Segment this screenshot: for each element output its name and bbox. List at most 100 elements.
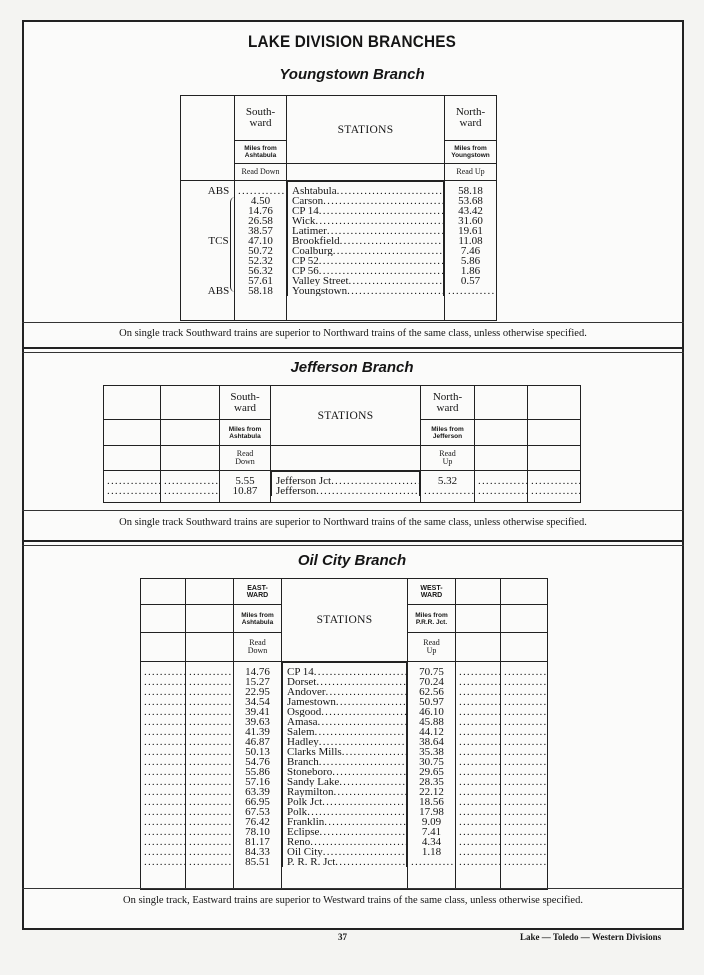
blank-column-leader [185,837,234,847]
dot-leader [321,707,406,717]
tcs-brace [230,197,235,292]
table-row: 38.57 Latimer 19.61 [180,226,497,236]
blank-column-leader [455,817,501,827]
read-down-label: Read Down [233,632,282,662]
westward-header: WEST- WARD [407,578,456,605]
dot-leader [335,857,406,867]
blank-column-leader [140,817,186,827]
blank-header [160,385,220,420]
blank-column-leader [185,827,234,837]
empty-cell [455,867,501,890]
blank-column-leader [500,857,548,867]
station: Stoneboro [282,767,407,777]
miles-down: 57.16 [233,777,282,787]
blank-header [527,385,581,420]
miles-up: 31.60 [444,216,497,226]
table-row: 46.87 Hadley 38.64 [140,737,548,747]
table-row: 41.39 Salem 44.12 [140,727,548,737]
blank-column-leader [185,677,234,687]
blank-column-leader [140,857,186,867]
miles-up: 0.57 [444,276,497,286]
station: Reno [282,837,407,847]
miles-down: 84.33 [233,847,282,857]
blank-column-leader [500,727,548,737]
dot-leader [310,837,406,847]
dot-leader [347,286,443,296]
station: Franklin [282,817,407,827]
blank-column-leader [103,486,161,496]
miles-down: 14.76 [233,661,282,677]
station: Sandy Lake [282,777,407,787]
dot-leader [319,737,406,747]
dot-leader [342,747,406,757]
signal-header [180,95,235,181]
divider [22,352,684,353]
southward-header: South- ward [219,385,271,420]
table-row: 66.95 Polk Jct 18.56 [140,797,548,807]
table-row: 10.87 Jefferson [103,486,581,496]
table-row: 14.76 CP 14 70.75 [140,661,548,677]
station-name: Franklin [287,817,325,827]
blank-column-leader [140,717,186,727]
miles-up: 22.12 [407,787,456,797]
station: Eclipse [282,827,407,837]
dot-leader [333,246,443,256]
station: Dorset [282,677,407,687]
table-row: 39.63 Amasa 45.88 [140,717,548,727]
station: Raymilton [282,787,407,797]
table-row: 22.95 Andover 62.56 [140,687,548,697]
page-number: 37 [338,932,347,942]
table-row: ABS 58.18 Youngstown [180,286,497,296]
empty-cell [270,496,421,503]
station-name: CP 52 [292,256,319,266]
blank-column-leader [185,817,234,827]
table-row: 15.27 Dorset 70.24 [140,677,548,687]
signal-system: TCS [180,236,235,246]
miles-from-header: Miles from Ashtabula [233,604,282,633]
blank-column-leader [185,797,234,807]
miles-from-header: Miles from Jefferson [420,419,475,446]
read-up-label: Read Up [420,445,475,471]
miles-down: 46.87 [233,737,282,747]
blank-column-leader [140,727,186,737]
miles-up: 5.86 [444,256,497,266]
blank-column-leader [500,807,548,817]
divider [22,510,684,511]
miles-down: 81.17 [233,837,282,847]
station-name: Clarks Mills [287,747,342,757]
station-name: P. R. R. Jct [287,857,336,867]
signal-system: ABS [180,180,235,196]
signal-system [180,206,235,216]
station: P. R. R. Jct [282,857,407,867]
station-name: CP 56 [292,266,319,276]
miles-down: 56.32 [234,266,287,276]
blank-column-leader [140,847,186,857]
empty-cell [233,867,282,890]
station: Branch [282,757,407,767]
blank-column-leader [455,787,501,797]
blank-column-leader [185,777,234,787]
dot-leader [315,216,443,226]
miles-up: 62.56 [407,687,456,697]
signal-system [180,266,235,276]
table-row: 5.55 Jefferson Jct 5.32 [103,470,581,486]
blank-column-leader [160,470,220,486]
blank-column-leader [455,727,501,737]
stations-header: STATIONS [270,385,421,446]
blank-column-leader [455,857,501,867]
empty-cell [219,496,271,503]
empty-cell [234,296,287,321]
blank-column-leader [140,807,186,817]
miles-down: 78.10 [233,827,282,837]
empty-cell [444,296,497,321]
dot-leader [307,807,406,817]
blank-column-leader [474,470,528,486]
miles-down: 38.57 [234,226,287,236]
table-row: 84.33 Oil City 1.18 [140,847,548,857]
miles-down: 50.72 [234,246,287,256]
blank-column-leader [140,697,186,707]
miles-down: 15.27 [233,677,282,687]
station: CP 52 [287,256,444,266]
blank-column-leader [160,486,220,496]
empty-cell [420,496,475,503]
